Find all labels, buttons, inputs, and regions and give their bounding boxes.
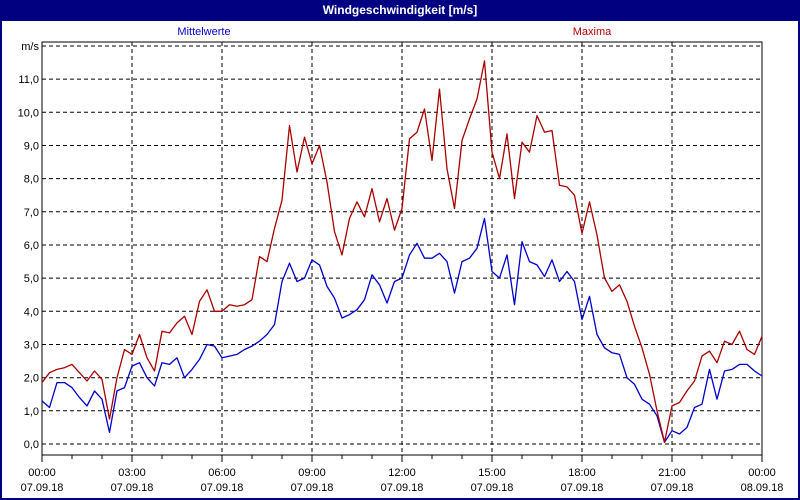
- y-tick-label: 5,0: [24, 273, 39, 285]
- x-tick-date-label: 08.09.18: [741, 482, 784, 494]
- series-layer: [41, 60, 763, 443]
- y-tick-label: 7,0: [24, 207, 39, 219]
- y-tick-label: 0,0: [24, 439, 39, 451]
- x-tick-time-label: 12:00: [388, 467, 416, 479]
- x-tick-date-label: 07.09.18: [381, 482, 424, 494]
- mean-series-line: [41, 217, 763, 443]
- y-tick-label: 10,0: [18, 107, 39, 119]
- y-tick-label: 9,0: [24, 141, 39, 153]
- y-axis-unit-label: m/s: [21, 41, 39, 53]
- x-tick-time-label: 18:00: [568, 467, 596, 479]
- legend-max-label: Maxima: [572, 26, 612, 38]
- max-series-line: [41, 60, 763, 443]
- x-tick-time-label: 09:00: [298, 467, 326, 479]
- x-tick-time-label: 00:00: [28, 467, 56, 479]
- x-tick-time-label: 00:00: [748, 467, 776, 479]
- x-tick-time-label: 03:00: [118, 467, 146, 479]
- x-tick-date-label: 07.09.18: [651, 482, 694, 494]
- x-tick-date-label: 07.09.18: [111, 482, 154, 494]
- y-tick-label: 3,0: [24, 340, 39, 352]
- y-tick-label: 6,0: [24, 240, 39, 252]
- y-tick-label: 8,0: [24, 174, 39, 186]
- y-tick-label: 1,0: [24, 406, 39, 418]
- x-tick-time-label: 15:00: [478, 467, 506, 479]
- x-tick-time-label: 06:00: [208, 467, 236, 479]
- grid-layer: [41, 41, 763, 456]
- x-tick-date-label: 07.09.18: [561, 482, 604, 494]
- y-tick-label: 4,0: [24, 306, 39, 318]
- x-tick-date-label: 07.09.18: [201, 482, 244, 494]
- legend-mean-label: Mittelwerte: [177, 26, 231, 38]
- x-tick-date-label: 07.09.18: [21, 482, 64, 494]
- tick-layer: 0,0 1,0 2,0 3,0 4,0 5,0 6,0 7,0 8,0 9,0 10,0 11,0 00…: [18, 74, 784, 494]
- y-tick-label: 11,0: [18, 74, 39, 86]
- window-title: Windgeschwindigkeit [m/s]: [322, 3, 478, 17]
- x-tick-time-label: 21:00: [658, 467, 686, 479]
- x-tick-date-label: 07.09.18: [471, 482, 514, 494]
- x-tick-date-label: 07.09.18: [291, 482, 334, 494]
- window-title-bar: Windgeschwindigkeit [m/s]: [2, 2, 798, 21]
- y-tick-label: 2,0: [24, 373, 39, 385]
